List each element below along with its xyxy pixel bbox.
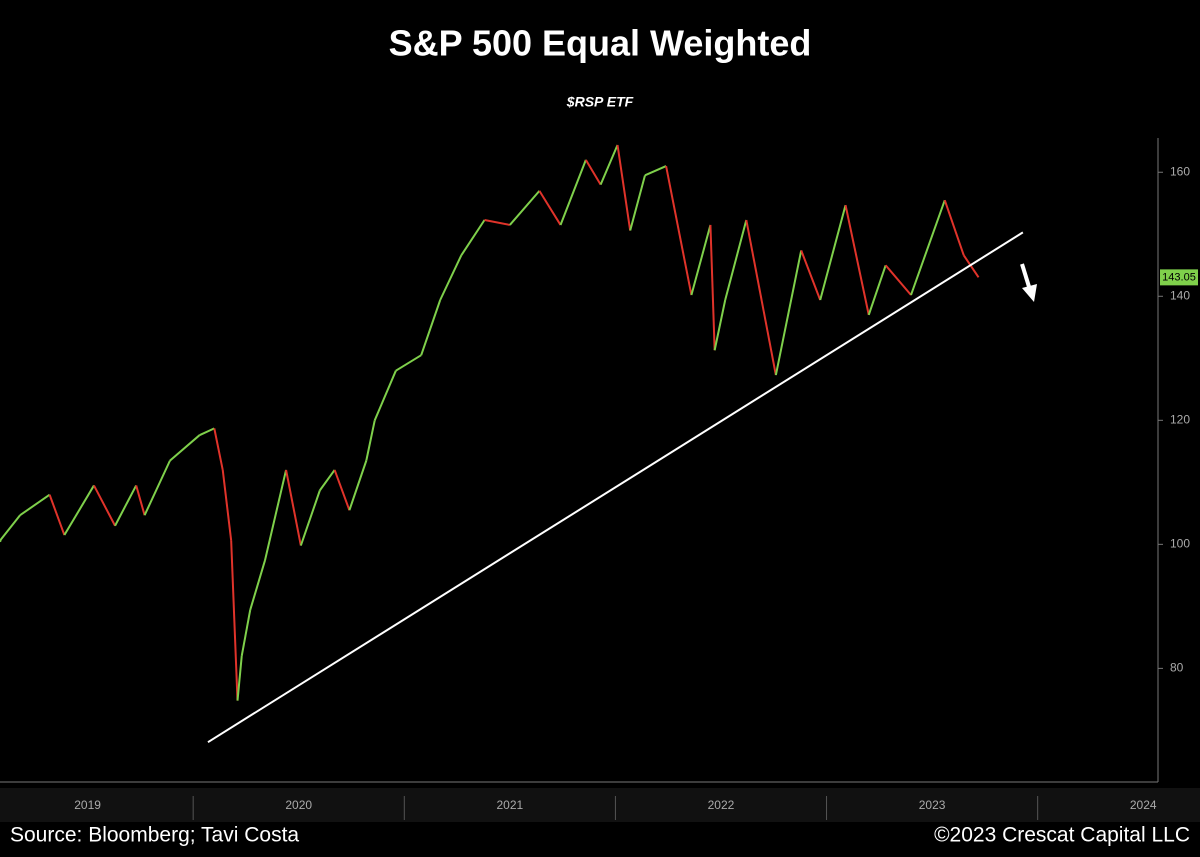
price-segment (962, 254, 980, 278)
price-segment (665, 165, 693, 296)
price-segment (709, 224, 716, 351)
x-tick-label: 2022 (708, 798, 735, 812)
price-segment (616, 144, 632, 231)
y-tick-label: 140 (1170, 288, 1190, 302)
x-tick-label: 2024 (1130, 798, 1157, 812)
price-segment (713, 299, 727, 351)
x-tick-label: 2019 (74, 798, 101, 812)
price-segment (724, 219, 748, 301)
price-segment (599, 144, 619, 186)
price-segment (585, 159, 602, 186)
price-segment (199, 427, 215, 437)
price-segment (844, 204, 870, 316)
price-segment (867, 264, 887, 316)
price-segment (48, 494, 66, 536)
arrow-shaft (1020, 263, 1032, 291)
price-segment (285, 469, 302, 546)
price-segment (774, 250, 803, 376)
price-segment (884, 264, 912, 296)
price-segment (230, 540, 239, 701)
price-segment (373, 370, 397, 421)
price-segment (299, 490, 321, 546)
price-segment (395, 354, 422, 372)
price-segment (135, 485, 146, 516)
y-tick-label: 160 (1170, 164, 1190, 178)
price-segment (249, 560, 266, 611)
price-segment (420, 299, 442, 356)
y-tick-label: 100 (1170, 537, 1190, 551)
price-segment (0, 514, 21, 542)
price-segment (644, 165, 667, 177)
price-segment (484, 219, 511, 226)
y-tick-label: 120 (1170, 412, 1190, 426)
price-segment (690, 224, 712, 296)
price-segment (800, 250, 822, 301)
price-segment (319, 469, 336, 491)
price-segment (365, 420, 376, 461)
price-segment (19, 493, 51, 517)
price-segment (559, 159, 587, 226)
price-segment (910, 199, 946, 296)
price-segment (333, 469, 351, 511)
price-segment (629, 175, 646, 231)
chart-title: S&P 500 Equal Weighted (389, 23, 812, 64)
price-segment (240, 609, 252, 657)
price-segment (169, 434, 201, 462)
price-segment (221, 469, 233, 541)
price-segment (143, 460, 171, 516)
price-segment (943, 199, 965, 256)
price-segment (263, 469, 288, 561)
copyright: ©2023 Crescat Capital LLC (934, 824, 1190, 847)
price-segment (213, 428, 224, 471)
trendline (207, 231, 1024, 744)
price-segment (236, 655, 243, 701)
price-segment (509, 190, 541, 226)
x-tick-label: 2020 (285, 798, 312, 812)
price-segment (93, 484, 116, 527)
source: Source: Bloomberg; Tavi Costa (10, 824, 299, 847)
y-tick-label: 80 (1170, 661, 1184, 675)
x-tick-label: 2023 (919, 798, 946, 812)
price-segment (439, 254, 463, 301)
last-price-label: 143.05 (1162, 271, 1196, 283)
price-segment (745, 219, 777, 376)
x-axis-band (0, 788, 1200, 822)
chart-subtitle: $RSP ETF (566, 94, 634, 110)
x-tick-label: 2021 (497, 798, 524, 812)
price-segment (114, 484, 138, 527)
price-segment (348, 460, 368, 511)
price-segment (819, 204, 847, 301)
arrow-head (1022, 284, 1037, 302)
price-segment (63, 484, 95, 536)
price-segment (538, 190, 562, 226)
last-price-box (1160, 269, 1198, 286)
price-segment (460, 219, 486, 256)
